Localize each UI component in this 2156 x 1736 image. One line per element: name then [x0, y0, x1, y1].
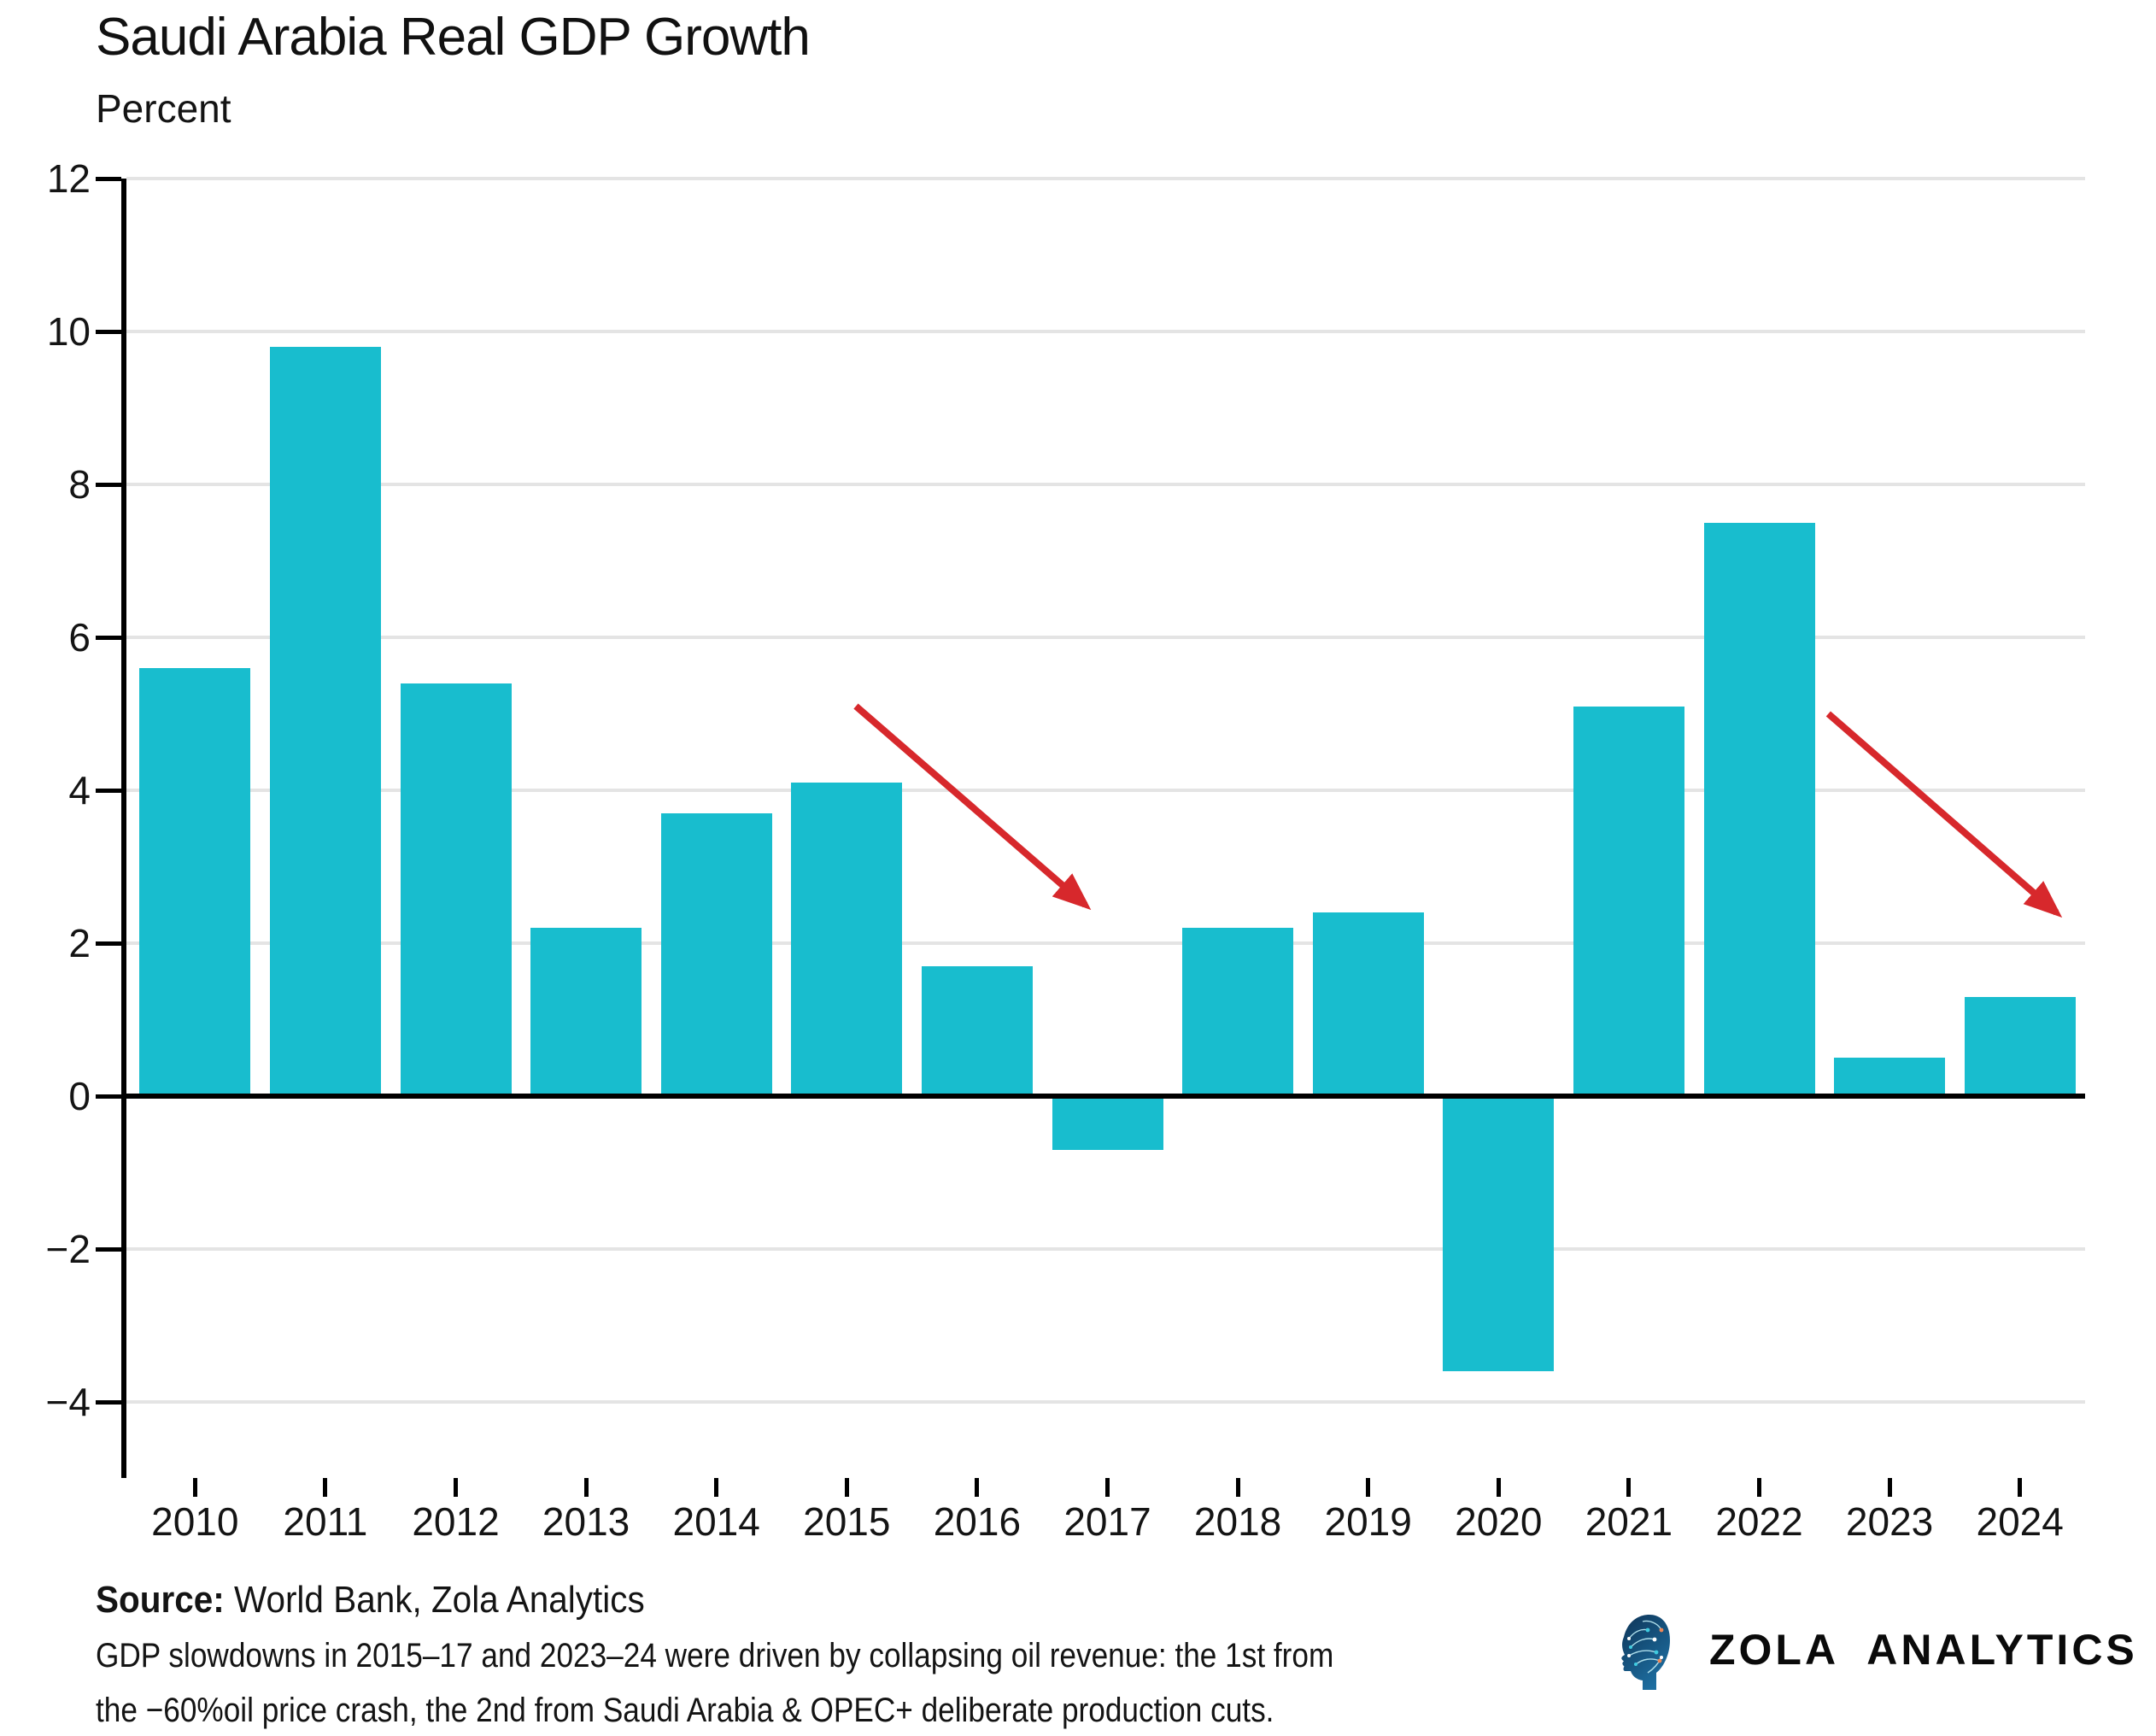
y-tick-label--4: −4: [45, 1380, 91, 1424]
y-axis-tick-2: [96, 941, 121, 946]
x-tick-label-2019: 2019: [1324, 1499, 1412, 1544]
x-axis-tick-2010: [192, 1478, 197, 1497]
bar-2021: [1573, 706, 1684, 1096]
x-tick-label-2012: 2012: [412, 1499, 500, 1544]
x-tick-label-2014: 2014: [672, 1499, 760, 1544]
x-axis-tick-2014: [714, 1478, 719, 1497]
bar-2016: [921, 965, 1033, 1096]
zola-logo-head-icon: [1621, 1615, 1670, 1690]
x-axis-tick-2012: [454, 1478, 458, 1497]
x-axis-tick-2020: [1496, 1478, 1501, 1497]
gridline-y-6: [126, 636, 2085, 639]
gridline-y-4: [126, 789, 2085, 792]
gridline-y-10: [126, 330, 2085, 333]
source-label: Source:: [96, 1579, 225, 1621]
footnote-line-1: GDP slowdowns in 2015–17 and 2023–24 wer…: [96, 1637, 1334, 1674]
y-tick-label-10: 10: [46, 309, 91, 354]
bar-2018: [1182, 928, 1294, 1096]
y-axis-tick-10: [96, 329, 121, 334]
chart-subtitle: Percent: [96, 86, 231, 131]
gridline-y-8: [126, 483, 2085, 486]
x-tick-label-2015: 2015: [803, 1499, 891, 1544]
y-tick-label-8: 8: [68, 462, 91, 507]
x-tick-label-2011: 2011: [283, 1499, 368, 1544]
x-axis-tick-2016: [975, 1478, 980, 1497]
bar-2024: [1964, 996, 2076, 1096]
bar-2010: [139, 667, 251, 1096]
x-tick-label-2010: 2010: [151, 1499, 239, 1544]
x-axis-tick-2017: [1105, 1478, 1110, 1497]
y-axis-tick--4: [96, 1399, 121, 1405]
bar-2020: [1443, 1096, 1555, 1372]
zola-analytics-logo: ZOLA ANALYTICS: [1617, 1606, 2155, 1700]
bar-2022: [1703, 522, 1815, 1096]
y-tick-label-4: 4: [68, 768, 91, 812]
y-axis-tick-6: [96, 635, 121, 640]
x-tick-label-2016: 2016: [933, 1499, 1022, 1544]
zero-baseline: [121, 1094, 2085, 1099]
x-tick-label-2013: 2013: [542, 1499, 630, 1544]
x-tick-label-2024: 2024: [1976, 1499, 2064, 1544]
bar-2023: [1834, 1058, 1946, 1096]
gridline-y--2: [126, 1247, 2085, 1251]
footnote-line-2: the −60%oil price crash, the 2nd from Sa…: [96, 1692, 1274, 1729]
x-axis-tick-2021: [1626, 1478, 1632, 1497]
y-tick-label-2: 2: [68, 921, 91, 965]
y-tick-label-6: 6: [68, 615, 91, 660]
x-axis-tick-2019: [1366, 1478, 1371, 1497]
bar-2017: [1052, 1096, 1163, 1150]
bar-2011: [269, 346, 381, 1096]
x-tick-label-2018: 2018: [1193, 1499, 1282, 1544]
y-axis-tick--2: [96, 1246, 121, 1252]
x-tick-label-2021: 2021: [1585, 1499, 1673, 1544]
y-tick-label-0: 0: [68, 1074, 91, 1118]
bar-2012: [400, 683, 512, 1096]
y-tick-label-12: 12: [46, 156, 91, 201]
zola-logo-text: ZOLA ANALYTICS: [1709, 1626, 2138, 1674]
x-tick-label-2020: 2020: [1455, 1499, 1543, 1544]
x-tick-label-2022: 2022: [1715, 1499, 1803, 1544]
y-axis-tick-0: [96, 1094, 121, 1099]
x-axis-tick-2015: [844, 1478, 849, 1497]
x-axis-tick-2018: [1235, 1478, 1240, 1497]
x-tick-label-2023: 2023: [1845, 1499, 1934, 1544]
x-axis-tick-2024: [2018, 1478, 2023, 1497]
x-axis-tick-2011: [323, 1478, 328, 1497]
bar-2015: [791, 783, 903, 1096]
y-axis-tick-12: [96, 176, 121, 181]
x-axis-tick-2022: [1757, 1478, 1761, 1497]
y-axis-spine: [121, 179, 126, 1478]
bar-2014: [660, 812, 772, 1096]
gridline-y-2: [126, 941, 2085, 945]
x-axis-tick-2013: [583, 1478, 589, 1497]
source-text: World Bank, Zola Analytics: [224, 1579, 645, 1621]
chart-title: Saudi Arabia Real GDP Growth: [96, 8, 811, 67]
x-axis-tick-2023: [1887, 1478, 1892, 1497]
y-tick-label--2: −2: [45, 1227, 91, 1271]
y-axis-tick-4: [96, 788, 121, 793]
bar-2013: [530, 928, 642, 1096]
x-tick-label-2017: 2017: [1063, 1499, 1151, 1544]
source-line: Source: World Bank, Zola Analytics: [96, 1579, 645, 1622]
gridline-y-12: [126, 177, 2085, 180]
y-axis-tick-8: [96, 482, 121, 487]
gridline-y--4: [126, 1400, 2085, 1404]
bar-2019: [1312, 912, 1424, 1096]
